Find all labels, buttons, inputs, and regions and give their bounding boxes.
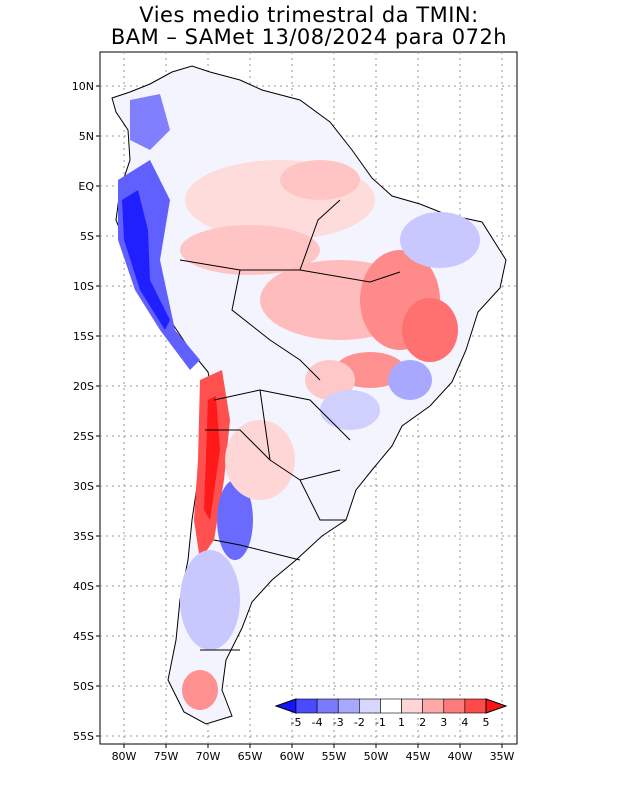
colorbar-legend: -5 -4 -3 -2 -1 1 2 3 4 5 (274, 698, 508, 729)
lon-tick-label: 80W (112, 750, 137, 763)
longitude-axis: 80W 75W 70W 65W 60W 55W 50W 45W 40W 35W (112, 744, 515, 763)
lat-tick-label: 55S (73, 730, 94, 743)
lat-tick-label: 15S (73, 330, 94, 343)
lon-tick-label: 50W (364, 750, 389, 763)
lat-tick-label: 45S (73, 630, 94, 643)
colorbar-segment (443, 698, 466, 714)
colorbar-label: -3 (333, 716, 344, 729)
colorbar-segment (464, 698, 487, 714)
lat-tick-label: 10S (73, 280, 94, 293)
lon-tick-label: 70W (196, 750, 221, 763)
lat-tick-label: 10N (72, 80, 94, 93)
lat-tick-label: 25S (73, 430, 94, 443)
map-title-line-1: Vies medio trimestral da TMIN: (139, 3, 479, 27)
colorbar-max-arrow (485, 698, 508, 714)
map-title-line-2: BAM – SAMet 13/08/2024 para 072h (110, 25, 508, 49)
colorbar-segment (401, 698, 423, 714)
colorbar-label: -2 (354, 716, 365, 729)
lon-tick-label: 40W (448, 750, 473, 763)
bias-field (118, 94, 480, 710)
latitude-axis: 10N 5N EQ 5S 10S 15S 20S 25S 30S 35S 40S 45S 50S 55S (72, 80, 100, 743)
lat-tick-label: 40S (73, 580, 94, 593)
colorbar-segment (316, 698, 339, 714)
colorbar-label: 4 (461, 716, 468, 729)
colorbar-label: -4 (312, 716, 323, 729)
colorbar-segment (359, 698, 381, 714)
lat-tick-label: 50S (73, 680, 94, 693)
lon-tick-label: 65W (238, 750, 263, 763)
colorbar-label: 2 (419, 716, 426, 729)
lat-tick-label: 5S (80, 230, 94, 243)
colorbar-label: -5 (291, 716, 302, 729)
colorbar-label: 3 (440, 716, 447, 729)
plot-frame (99, 51, 518, 745)
colorbar-label: 1 (398, 716, 405, 729)
colorbar-segment (295, 698, 318, 714)
country-borders (179, 199, 401, 651)
colorbar-segment (380, 698, 402, 714)
lon-tick-label: 60W (280, 750, 305, 763)
lon-tick-label: 55W (322, 750, 347, 763)
lon-tick-label: 35W (490, 750, 515, 763)
colorbar-segment (337, 698, 360, 714)
lat-tick-label: 20S (73, 380, 94, 393)
lat-tick-label: 30S (73, 480, 94, 493)
lat-tick-label: 35S (73, 530, 94, 543)
lat-tick-label: 5N (79, 130, 94, 143)
lon-tick-label: 75W (154, 750, 179, 763)
colorbar-label: -1 (375, 716, 386, 729)
lat-tick-label: EQ (78, 180, 94, 193)
lon-tick-label: 45W (406, 750, 431, 763)
colorbar-label: 5 (483, 716, 490, 729)
colorbar-segment (422, 698, 445, 714)
colorbar-min-arrow (274, 698, 297, 714)
